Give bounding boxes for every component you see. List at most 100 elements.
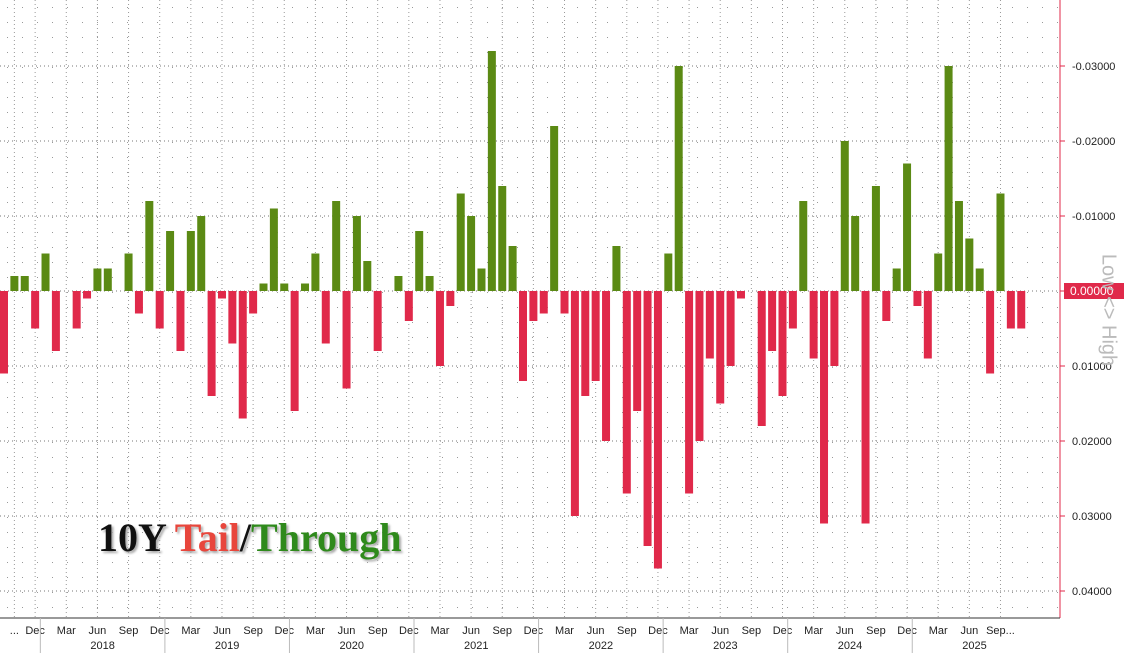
bar: [342, 291, 351, 389]
bar: [996, 193, 1005, 291]
x-tick-label: Mar: [181, 625, 200, 637]
bar: [944, 66, 953, 291]
bar: [155, 291, 164, 329]
bar: [20, 276, 29, 291]
chart-title: 10Y Tail/Through: [98, 515, 402, 560]
y-tick-label: -0.01000: [1072, 211, 1115, 223]
y-tick-label: 0.01000: [1072, 361, 1112, 373]
bar: [653, 291, 662, 569]
bar: [954, 201, 963, 291]
bar: [394, 276, 403, 291]
bar: [851, 216, 860, 291]
bar: [716, 291, 725, 404]
bar: [259, 283, 268, 291]
x-tick-label: Dec: [150, 625, 170, 637]
bar: [51, 291, 60, 351]
y-tick-label: -0.03000: [1072, 61, 1115, 73]
year-label: 2021: [464, 640, 488, 652]
bar: [197, 216, 206, 291]
bar: [425, 276, 434, 291]
bar: [892, 268, 901, 291]
bar: [768, 291, 777, 351]
x-tick-label: Mar: [929, 625, 948, 637]
bar: [176, 291, 185, 351]
x-tick-label: Dec: [25, 625, 45, 637]
title-part: /: [239, 515, 252, 560]
title-part: 10Y: [98, 515, 175, 560]
bar: [321, 291, 330, 344]
bar: [103, 268, 112, 291]
bar: [622, 291, 631, 494]
bar: [591, 291, 600, 381]
bar: [404, 291, 413, 321]
bar: [363, 261, 372, 291]
x-tick-label: Jun: [836, 625, 854, 637]
bar: [705, 291, 714, 359]
bar: [456, 193, 465, 291]
x-tick-label: Mar: [680, 625, 699, 637]
x-tick-label: Jun: [89, 625, 107, 637]
x-tick-label: Dec: [524, 625, 544, 637]
x-tick-label: Sep: [119, 625, 139, 637]
y-tick-label: 0.04000: [1072, 586, 1112, 598]
bar: [840, 141, 849, 291]
x-tick-label: Dec: [897, 625, 917, 637]
y-tick-label: -0.02000: [1072, 136, 1115, 148]
bar: [207, 291, 216, 396]
bar: [913, 291, 922, 306]
bar: [228, 291, 237, 344]
x-tick-label: Mar: [430, 625, 449, 637]
tick-highlight: [1064, 283, 1124, 299]
bar: [903, 163, 912, 291]
bar: [498, 186, 507, 291]
year-label: 2020: [339, 640, 363, 652]
bar: [332, 201, 341, 291]
bar: [830, 291, 839, 366]
bar: [695, 291, 704, 441]
bar: [83, 291, 92, 299]
bar: [539, 291, 548, 314]
bar: [301, 283, 310, 291]
x-tick-label: Sep: [243, 625, 263, 637]
bar: [965, 238, 974, 291]
bar: [280, 283, 289, 291]
x-tick-label: Dec: [399, 625, 419, 637]
x-tick-label: Dec: [773, 625, 793, 637]
bar: [41, 253, 50, 291]
x-tick-label: Jun: [213, 625, 231, 637]
bar: [882, 291, 891, 321]
y-tick-label: 0.00000: [1070, 284, 1114, 298]
bar: [923, 291, 932, 359]
bar: [1017, 291, 1026, 329]
bar: [612, 246, 621, 291]
bar: [145, 201, 154, 291]
x-tick-label: Mar: [57, 625, 76, 637]
x-tick-label: Sep: [492, 625, 512, 637]
bar: [31, 291, 40, 329]
year-label: 2018: [90, 640, 114, 652]
bar: [529, 291, 538, 321]
x-tick-label: Mar: [306, 625, 325, 637]
bar: [93, 268, 102, 291]
x-tick-label: Sep: [368, 625, 388, 637]
bar: [477, 268, 486, 291]
year-label: 2019: [215, 640, 239, 652]
bar: [352, 216, 361, 291]
bar: [934, 253, 943, 291]
x-tick-label: Jun: [960, 625, 978, 637]
x-tick-label: ...: [10, 625, 19, 637]
bar: [487, 51, 496, 291]
bar: [809, 291, 818, 359]
x-tick-label: Sep: [866, 625, 886, 637]
y-tick-label: 0.03000: [1072, 511, 1112, 523]
bar: [560, 291, 569, 314]
bar: [861, 291, 870, 524]
bar: [373, 291, 382, 351]
bar: [249, 291, 258, 314]
bar: [550, 126, 559, 291]
bar: [726, 291, 735, 366]
x-tick-label: Jun: [338, 625, 356, 637]
year-label: 2022: [589, 640, 613, 652]
bar: [788, 291, 797, 329]
